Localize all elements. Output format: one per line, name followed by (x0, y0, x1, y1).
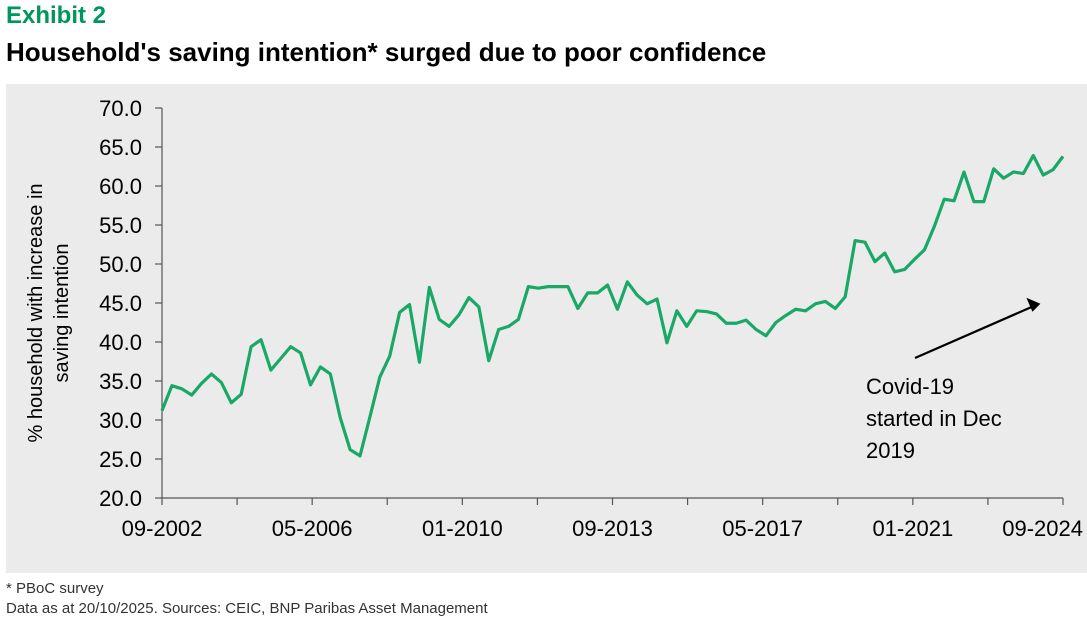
y-tick-label: 60.0 (99, 174, 142, 199)
annotation: Covid-19 started in Dec 2019 (866, 297, 1041, 463)
annotation-text: started in Dec (866, 406, 1002, 431)
y-tick-label: 55.0 (99, 213, 142, 238)
x-tick-label: 01-2010 (422, 516, 503, 541)
chart-title: Household's saving intention* surged due… (6, 37, 767, 67)
series-group (160, 153, 1065, 458)
x-tick-label: 05-2006 (272, 516, 353, 541)
footnote: * PBoC survey (6, 580, 104, 597)
y-tick-label: 20.0 (99, 486, 142, 511)
source-note: Data as at 20/10/2025. Sources: CEIC, BN… (6, 600, 488, 617)
y-tick-label: 65.0 (99, 135, 142, 160)
exhibit-label: Exhibit 2 (6, 2, 107, 29)
x-axis-ticks: 09-2002 05-2006 01-2010 09-2013 05-2017 01-20… (122, 516, 1083, 541)
x-tick-label: 05-2017 (722, 516, 803, 541)
annotation-arrowhead (1026, 297, 1041, 312)
y-axis-label: % household with increase in saving inten… (25, 183, 73, 442)
y-tick-label: 45.0 (99, 291, 142, 316)
x-tick-label: 09-2002 (122, 516, 203, 541)
y-tick-label: 40.0 (99, 330, 142, 355)
y-axis-ticks: 20.0 25.0 30.0 35.0 40.0 45.0 50.0 55.0 60.0 65.0… (99, 96, 142, 511)
y-axis-label-line: % household with increase in (25, 183, 47, 442)
series-line (160, 153, 1065, 458)
plot-area (6, 84, 1087, 573)
x-tick-label: 01-2021 (872, 516, 953, 541)
y-tick-label: 30.0 (99, 408, 142, 433)
annotation-text: 2019 (866, 438, 915, 463)
axes (155, 107, 1064, 505)
x-tick-label: 09-2024 (1002, 516, 1083, 541)
annotation-text: Covid-19 (866, 374, 954, 399)
annotation-arrow (914, 304, 1035, 360)
y-tick-label: 50.0 (99, 252, 142, 277)
y-tick-label: 70.0 (99, 96, 142, 121)
y-axis-label-line: saving intention (51, 244, 73, 383)
y-tick-label: 25.0 (99, 447, 142, 472)
x-tick-label: 09-2013 (572, 516, 653, 541)
y-tick-label: 35.0 (99, 369, 142, 394)
